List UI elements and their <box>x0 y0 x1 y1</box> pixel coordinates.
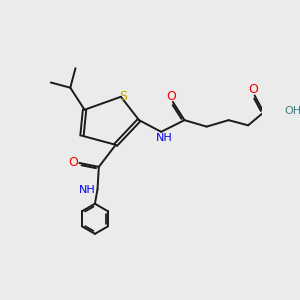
Text: NH: NH <box>79 185 95 195</box>
Text: O: O <box>69 156 79 169</box>
Text: NH: NH <box>156 133 172 142</box>
Text: S: S <box>119 90 127 103</box>
Text: O: O <box>166 90 176 103</box>
Text: O: O <box>248 83 258 96</box>
Text: OH: OH <box>284 106 300 116</box>
